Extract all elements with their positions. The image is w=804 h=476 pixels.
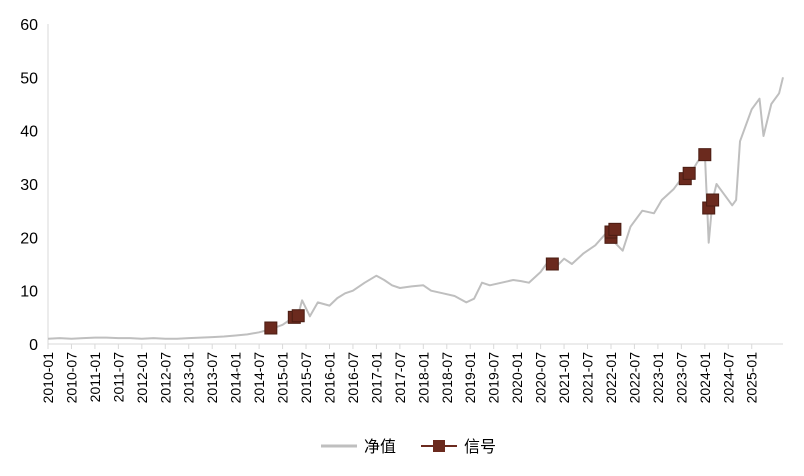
x-tick-label: 2010-07 xyxy=(63,352,79,404)
x-tick-label: 2023-01 xyxy=(650,352,666,404)
series-signals xyxy=(264,148,720,335)
x-tick-label: 2017-01 xyxy=(368,352,384,404)
y-tick-label: 10 xyxy=(20,284,38,301)
x-tick-label: 2014-01 xyxy=(228,352,244,404)
x-tick-label: 2015-01 xyxy=(275,352,291,404)
y-tick-label: 0 xyxy=(29,337,38,354)
signal-marker xyxy=(545,257,559,271)
x-tick-label: 2019-07 xyxy=(486,352,502,404)
x-tick-label: 2015-07 xyxy=(298,352,314,404)
series-net-value xyxy=(47,77,784,340)
chart-axes: 0 10 20 30 40 50 60 2010-01 2010-07 2011-01 2011-0… xyxy=(20,17,783,403)
x-tick-label: 2024-07 xyxy=(720,352,736,404)
x-tick-label: 2016-01 xyxy=(321,352,337,404)
x-tick-label: 2018-01 xyxy=(415,352,431,404)
x-tick-label: 2013-07 xyxy=(204,352,220,404)
y-tick-label: 20 xyxy=(20,230,38,247)
x-tick-label: 2017-07 xyxy=(392,352,408,404)
y-tick-label: 40 xyxy=(20,124,38,141)
signal-marker xyxy=(682,166,696,180)
x-tick-label: 2021-01 xyxy=(556,352,572,404)
signal-marker xyxy=(698,148,712,162)
y-tick-label: 50 xyxy=(20,70,38,87)
signal-marker xyxy=(706,193,720,207)
x-tick-label: 2016-07 xyxy=(345,352,361,404)
signal-marker xyxy=(608,222,622,236)
x-tick-label: 2020-01 xyxy=(509,352,525,404)
legend-signal-label: 信号 xyxy=(464,438,496,456)
x-tick-label: 2011-07 xyxy=(110,352,126,403)
x-tick-label: 2020-07 xyxy=(533,352,549,404)
signal-marker xyxy=(291,309,305,323)
x-tick-label: 2022-07 xyxy=(626,352,642,404)
x-tick-label: 2010-01 xyxy=(40,352,56,404)
legend-net-value-label: 净值 xyxy=(364,438,396,456)
net-value-line xyxy=(47,77,784,340)
legend-signal-swatch xyxy=(433,440,445,452)
x-tick-label: 2018-07 xyxy=(439,352,455,404)
x-tick-label: 2013-01 xyxy=(181,352,197,404)
x-tick-label: 2012-01 xyxy=(134,352,150,404)
x-tick-label: 2022-01 xyxy=(603,352,619,404)
x-tick-label: 2011-01 xyxy=(87,352,103,403)
x-tick-label: 2025-01 xyxy=(744,352,760,404)
x-tick-label: 2024-01 xyxy=(697,352,713,404)
x-tick-label: 2012-07 xyxy=(157,352,173,404)
x-tick-label: 2014-07 xyxy=(251,352,267,404)
y-tick-label: 30 xyxy=(20,177,38,194)
x-tick-label: 2019-01 xyxy=(462,352,478,404)
y-tick-label: 60 xyxy=(20,17,38,34)
chart-legend[interactable]: 净值 信号 xyxy=(321,438,496,456)
x-tick-label: 2021-07 xyxy=(580,352,596,404)
x-tick-label: 2023-07 xyxy=(673,352,689,404)
signal-marker xyxy=(264,321,278,335)
